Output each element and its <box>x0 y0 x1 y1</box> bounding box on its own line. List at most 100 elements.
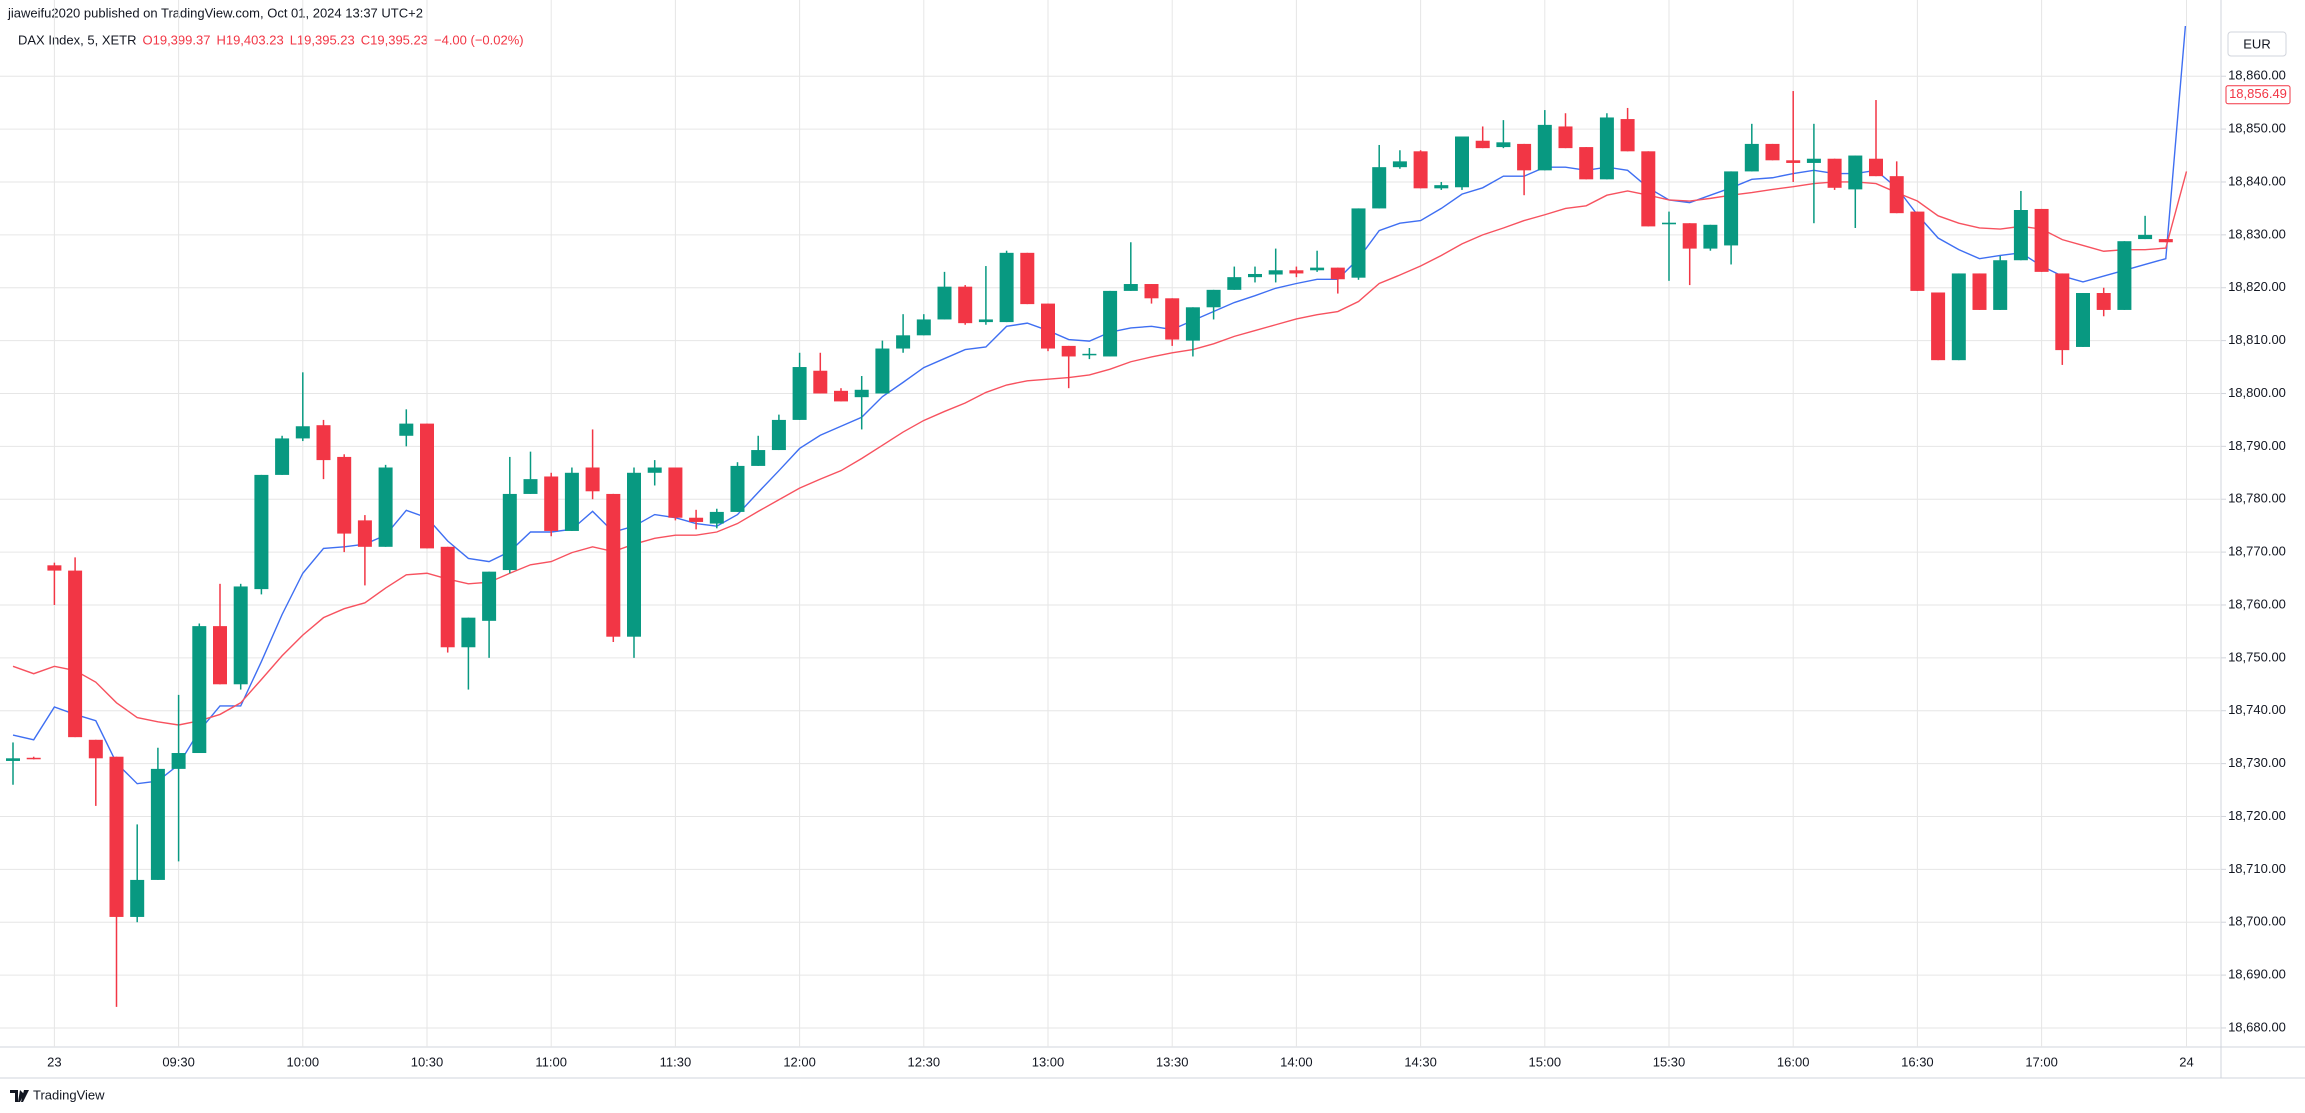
logo-icon <box>10 1090 29 1102</box>
x-tick-label: 13:30 <box>1156 1054 1189 1069</box>
candle-body <box>916 319 931 336</box>
x-tick-label: 16:00 <box>1777 1054 1810 1069</box>
x-tick-label: 14:00 <box>1280 1054 1313 1069</box>
y-tick-label: 18,840.00 <box>2228 173 2286 188</box>
candle-body <box>1206 289 1221 308</box>
candle-body <box>792 367 807 420</box>
candle-body <box>627 472 641 637</box>
price-label-box <box>2225 85 2291 105</box>
candle-body <box>1579 147 1594 180</box>
y-tick-label: 18,720.00 <box>2228 808 2286 823</box>
candle-body <box>1827 158 1842 188</box>
logo-text: TradingView <box>33 1087 105 1102</box>
candle-body <box>1599 117 1614 180</box>
plot <box>6 26 2188 1007</box>
candle-body <box>1848 155 1863 190</box>
candle-body <box>357 520 372 547</box>
candle-body <box>668 467 683 518</box>
y-tick-label: 18,800.00 <box>2228 385 2286 400</box>
x-tick-label: 11:00 <box>535 1054 567 1069</box>
candle-body <box>1641 151 1656 227</box>
candle-body <box>1972 273 1987 310</box>
x-tick-label: 15:00 <box>1529 1054 1562 1069</box>
candle-body <box>1227 277 1242 290</box>
moving-average-line <box>12 171 2188 726</box>
candle-body <box>606 493 621 637</box>
x-tick-label: 17:00 <box>2025 1054 2058 1069</box>
candle-body <box>6 758 20 761</box>
candle-body <box>337 456 352 534</box>
candle-body <box>1248 273 1262 278</box>
candle-body <box>896 335 911 349</box>
x-tick-label: 15:30 <box>1653 1054 1686 1069</box>
publisher-line: jiaweifu2020 published on TradingView.co… <box>7 5 423 20</box>
candle-body <box>751 450 766 466</box>
logo: TradingView <box>10 1087 105 1102</box>
candle-body <box>958 286 973 324</box>
candle-body <box>1455 136 1469 188</box>
y-tick-label: 18,680.00 <box>2228 1019 2286 1034</box>
y-tick-label: 18,690.00 <box>2228 967 2286 982</box>
candle-body <box>1413 151 1428 189</box>
candle-body <box>2117 241 2132 310</box>
y-tick-label: 18,860.00 <box>2228 68 2286 83</box>
y-tick-label: 18,760.00 <box>2228 596 2286 611</box>
symbol: DAX Index, 5, XETR <box>18 32 137 47</box>
y-tick-label: 18,850.00 <box>2228 121 2286 136</box>
ohlc-value: C19,395.23 <box>361 32 428 47</box>
candle-body <box>233 586 248 685</box>
x-tick-label: 13:00 <box>1032 1054 1065 1069</box>
candle-body <box>1724 171 1739 246</box>
candle-body <box>1662 222 1676 225</box>
candle-body <box>1165 298 1180 340</box>
candle-body <box>130 879 145 917</box>
ohlc-value: O19,399.37 <box>143 32 211 47</box>
candle-body <box>709 511 724 524</box>
candle-body <box>1372 167 1387 209</box>
candle-body <box>1931 292 1946 361</box>
candle-body <box>192 626 207 754</box>
y-tick-label: 18,770.00 <box>2228 544 2286 559</box>
candle-body <box>834 390 848 402</box>
candle-body <box>1496 142 1511 148</box>
candle-body <box>544 476 559 531</box>
candle-body <box>1144 284 1159 299</box>
x-tick-label: 23 <box>47 1054 61 1069</box>
y-tick-label: 18,820.00 <box>2228 279 2286 294</box>
x-tick-label: 16:30 <box>1901 1054 1934 1069</box>
candle-body <box>854 389 869 398</box>
candle-body <box>1351 208 1366 278</box>
candle-body <box>771 419 786 451</box>
candle-body <box>2034 208 2049 272</box>
x-tick-label: 09:30 <box>162 1054 195 1069</box>
candle-body <box>109 756 124 917</box>
candle-body <box>1434 185 1449 189</box>
candle-body <box>1951 273 1966 361</box>
candle-body <box>689 517 704 522</box>
candle-body <box>378 467 393 547</box>
candle-body <box>1620 119 1635 152</box>
candle-body <box>461 617 476 648</box>
ohlc-legend: O19,399.37 H19,403.23 L19,395.23 C19,395.23… <box>143 32 524 47</box>
candle-body <box>978 319 993 323</box>
candle-body <box>937 286 952 320</box>
candle-body <box>47 565 62 571</box>
candle-body <box>2076 293 2090 347</box>
ohlc-value: L19,395.23 <box>290 32 355 47</box>
candle-body <box>1744 143 1759 172</box>
candle-body <box>1786 160 1801 163</box>
y-tick-label: 18,830.00 <box>2228 226 2286 241</box>
grid <box>0 0 2221 1047</box>
candle-body <box>150 768 165 880</box>
ohlc-value: H19,403.23 <box>216 32 283 47</box>
candle-body <box>1869 158 1883 177</box>
candle-body <box>999 252 1014 323</box>
candle-body <box>2158 239 2173 243</box>
y-tick-label: 18,740.00 <box>2228 702 2286 717</box>
y-tick-label: 18,730.00 <box>2228 755 2286 770</box>
currency: EUR <box>2243 36 2270 51</box>
currency-box <box>2227 31 2287 57</box>
candle-body <box>1268 270 1283 275</box>
candle-body <box>1537 124 1552 171</box>
x-tick-label: 10:00 <box>287 1054 320 1069</box>
